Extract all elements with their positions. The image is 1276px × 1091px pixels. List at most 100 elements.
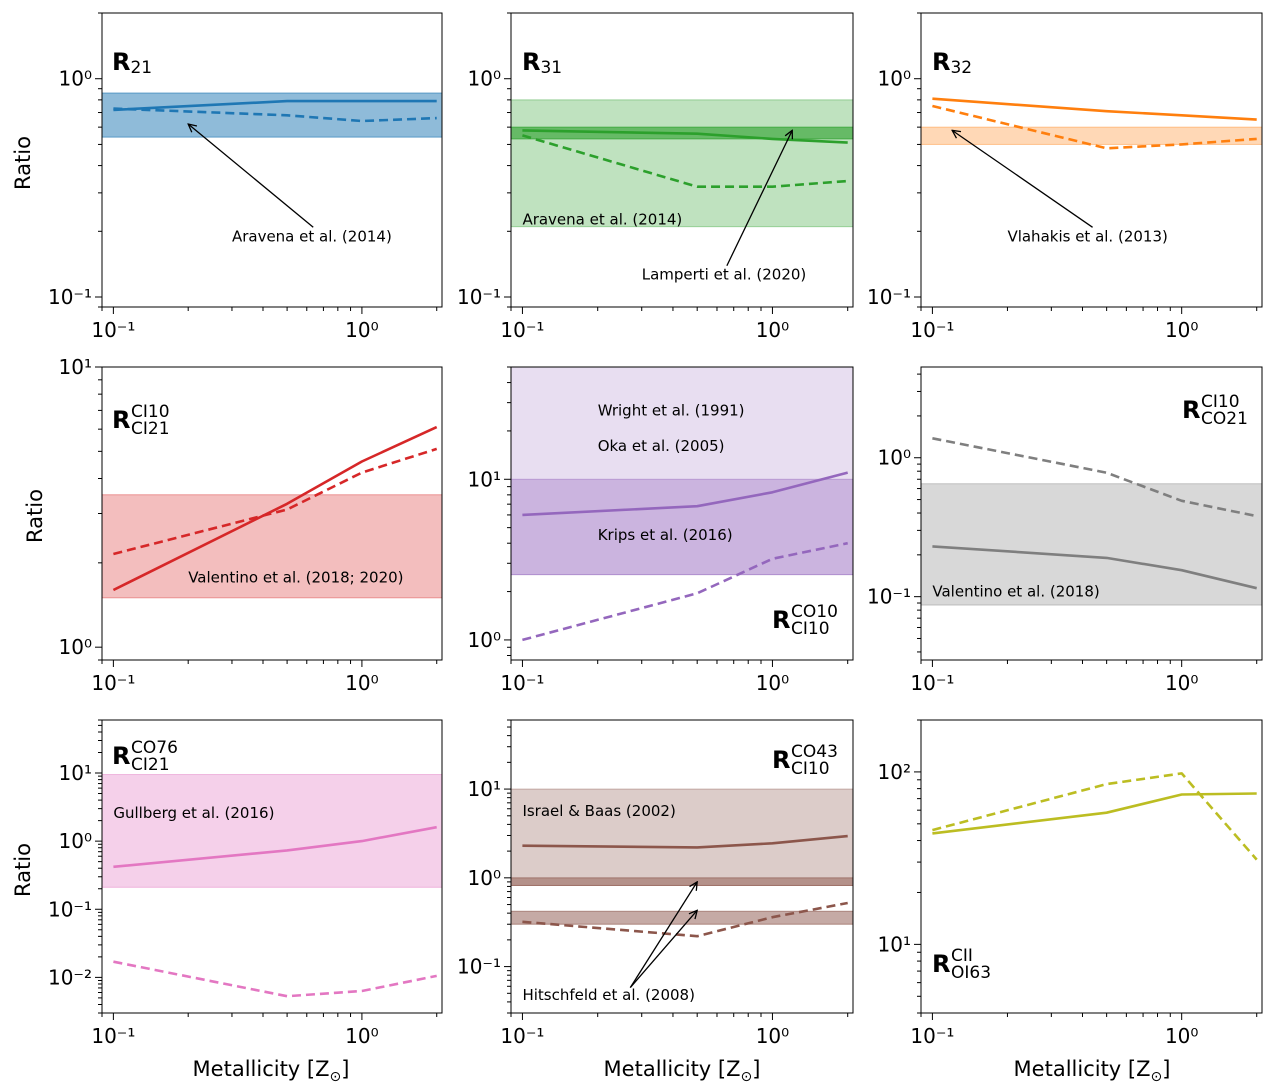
xlabel-close: ] <box>752 1057 760 1081</box>
band-3 <box>511 910 853 925</box>
panel-label: R <box>112 742 130 770</box>
y-tick-label: 10² <box>878 760 911 784</box>
x-tick-label: 10⁰ <box>756 1024 789 1048</box>
y-tick-label: 10⁰ <box>59 67 92 91</box>
y-tick-label: 10⁰ <box>468 866 501 890</box>
series-dashed <box>522 901 848 938</box>
annotation-1: Aravena et al. (2014) <box>522 210 682 228</box>
y-tick-label: 10⁰ <box>468 628 501 652</box>
panel-label: R <box>772 746 790 774</box>
x-axis: 10⁻¹ 10⁰ <box>910 307 1258 342</box>
y-axis: 10⁻¹ 10⁰ <box>867 373 921 653</box>
x-tick-label: 10⁰ <box>345 671 378 695</box>
series-solid <box>522 129 848 144</box>
ylabel-row1: Ratio <box>11 136 35 190</box>
panel-label: R <box>932 950 950 978</box>
y-axis: 10⁻¹ 10⁰ <box>48 12 102 309</box>
y-axis: 10⁰ 10¹ <box>468 366 511 656</box>
ylabel-row3: Ratio <box>11 843 35 897</box>
axes-frame <box>510 719 854 1014</box>
xlabel-main: Metallicity [Z <box>1014 1057 1151 1081</box>
x-tick-label: 10⁰ <box>1165 1024 1198 1048</box>
x-tick-label: 10⁻¹ <box>91 671 135 695</box>
plot-area <box>921 437 1262 606</box>
series-dashed <box>113 960 437 998</box>
series-solid <box>522 834 848 849</box>
band-1 <box>511 367 853 576</box>
x-tick-label: 10⁻¹ <box>910 1024 954 1048</box>
annotation-arrow <box>629 910 697 989</box>
plot-area <box>511 99 853 228</box>
band-2 <box>511 877 853 886</box>
y-tick-label: 10¹ <box>468 467 501 491</box>
y-axis: 10¹ 10² <box>878 719 921 1014</box>
panel-label-sup: CO10 <box>791 602 838 622</box>
plot-area <box>511 788 853 938</box>
panel-label-sup: CO76 <box>131 738 178 758</box>
annotation-2: Lamperti et al. (2020) <box>642 266 807 284</box>
panel-label-sup: CI10 <box>131 402 170 422</box>
series-dashed <box>522 134 848 188</box>
panel-label-sup: CII <box>951 946 973 966</box>
x-tick-label: 10⁻¹ <box>500 1024 544 1048</box>
ylabel-row2: Ratio <box>23 489 47 543</box>
annotation-arrow <box>952 130 1093 228</box>
chart-panel-2: 10⁻¹ 10⁰ 10⁻¹ 10⁰ Aravena et al. (2014) Lampe… <box>457 12 854 342</box>
y-axis: 10⁻² 10⁻¹ 10⁰ 10¹ <box>48 719 102 1014</box>
y-axis: 10⁻¹ 10⁰ 10¹ <box>457 719 511 1014</box>
panel-label: R21 <box>112 48 152 78</box>
band-1 <box>102 774 442 888</box>
plot-area <box>921 97 1262 150</box>
xlabel-col1: Metallicity [Z⊙] <box>193 1057 350 1085</box>
panel-label: R32 <box>932 48 972 78</box>
y-tick-label: 10¹ <box>59 355 92 379</box>
x-axis: 10⁻¹ 10⁰ <box>500 660 849 695</box>
x-tick-label: 10⁰ <box>756 318 789 342</box>
panel-label-sub: CI10 <box>791 759 830 779</box>
y-tick-label: 10⁰ <box>59 635 92 659</box>
chart-panel-5: 10⁻¹ 10⁰ 10⁰ 10¹ Wright et al. (1991) Oka et … <box>468 366 854 695</box>
series-solid <box>112 425 438 592</box>
xlabel-sub: ⊙ <box>1151 1069 1163 1085</box>
panel-label-sub: CI21 <box>131 755 170 775</box>
y-tick-label: 10⁻¹ <box>457 285 501 309</box>
x-tick-label: 10⁻¹ <box>500 671 544 695</box>
x-tick-label: 10⁰ <box>1165 671 1198 695</box>
y-tick-label: 10⁰ <box>59 829 92 853</box>
annotation-arrow <box>629 882 697 988</box>
annotation-1: Wright et al. (1991) <box>598 401 745 419</box>
series-solid <box>113 825 437 869</box>
series-dashed <box>522 541 848 642</box>
y-tick-label: 10⁻¹ <box>48 897 92 921</box>
series-solid <box>113 99 437 112</box>
series-solid <box>932 97 1257 121</box>
y-tick-label: 10¹ <box>59 761 92 785</box>
x-tick-label: 10⁰ <box>756 671 789 695</box>
axes-frame <box>101 719 443 1014</box>
annotation-2: Oka et al. (2005) <box>598 437 725 455</box>
plot-area <box>932 772 1258 861</box>
chart-panel-4: 10⁻¹ 10⁰ 10⁰ 10¹ Valentino et al. (2018; 202… <box>59 355 443 695</box>
xlabel-col2: Metallicity [Z⊙] <box>604 1057 761 1085</box>
y-axis: 10⁰ 10¹ <box>59 355 102 661</box>
annotation-1: Gullberg et al. (2016) <box>113 804 274 822</box>
plot-area <box>511 367 853 642</box>
xlabel-close: ] <box>1162 1057 1170 1081</box>
annotation-2: Hitschfeld et al. (2008) <box>522 986 695 1004</box>
panel-label: R <box>112 406 130 434</box>
series-solid <box>932 792 1257 835</box>
band-1 <box>921 483 1262 606</box>
chart-panel-1: 10⁻¹ 10⁰ 10⁻¹ 10⁰ Aravena et al. (2014) R21 <box>48 12 443 342</box>
band-1 <box>921 126 1262 145</box>
panel-label-sub: CI10 <box>791 619 830 639</box>
panel-label-sup: CO43 <box>791 742 838 762</box>
x-tick-label: 10⁰ <box>345 318 378 342</box>
y-tick-label: 10⁻² <box>48 965 92 989</box>
x-axis: 10⁻¹ 10⁰ <box>91 660 438 695</box>
xlabel-col3: Metallicity [Z⊙] <box>1014 1057 1171 1085</box>
y-tick-label: 10⁰ <box>878 67 911 91</box>
panel-label-sub: CI21 <box>131 419 170 439</box>
annotation-1: Israel & Baas (2002) <box>522 802 675 820</box>
x-tick-label: 10⁻¹ <box>500 318 544 342</box>
